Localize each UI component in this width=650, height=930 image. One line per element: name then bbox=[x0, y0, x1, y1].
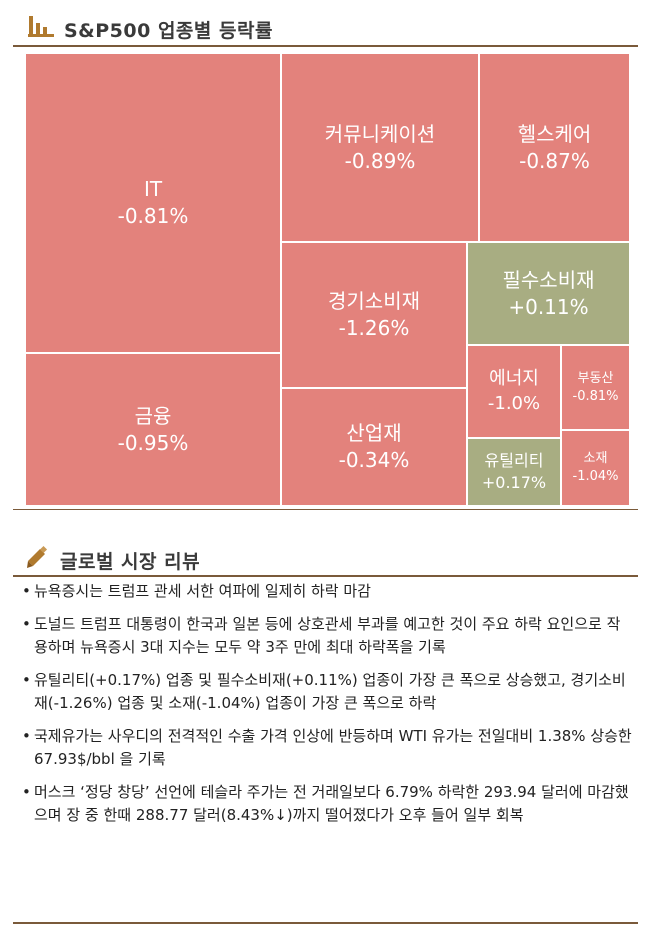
review-bullet-list: 뉴욕증시는 트럼프 관세 서한 여파에 일제히 하락 마감 도널드 트럼프 대통… bbox=[22, 580, 632, 837]
cell-name: 금융 bbox=[134, 403, 172, 428]
treemap-cell-industrials: 산업재 -0.34% bbox=[281, 388, 467, 506]
cell-value: -1.26% bbox=[338, 316, 410, 340]
cell-value: -0.81% bbox=[572, 388, 619, 404]
list-item: 국제유가는 사우디의 전격적인 수출 가격 인상에 반등하며 WTI 유가는 전… bbox=[22, 725, 632, 771]
cell-value: -0.81% bbox=[117, 204, 189, 228]
cell-value: -1.0% bbox=[487, 392, 541, 414]
treemap-cell-healthcare: 헬스케어 -0.87% bbox=[479, 53, 630, 242]
cell-value: -0.34% bbox=[338, 448, 410, 472]
cell-name: 필수소비재 bbox=[502, 267, 595, 292]
section-title-sp500: S&P500 업종별 등락률 bbox=[64, 20, 273, 42]
treemap-cell-materials: 소재 -1.04% bbox=[561, 430, 630, 506]
treemap-cell-it: IT -0.81% bbox=[25, 53, 281, 353]
section-divider bbox=[13, 509, 638, 510]
cell-value: -1.04% bbox=[572, 469, 619, 484]
treemap-cell-communication: 커뮤니케이션 -0.89% bbox=[281, 53, 479, 242]
cell-value: +0.17% bbox=[481, 473, 547, 492]
cell-value: -0.87% bbox=[519, 148, 590, 173]
section-rule-bottom bbox=[13, 922, 638, 924]
section-rule bbox=[13, 575, 638, 577]
sector-treemap: IT -0.81% 금융 -0.95% 커뮤니케이션 -0.89% 헬스케어 -… bbox=[25, 53, 630, 506]
list-item: 머스크 ‘정당 창당’ 선언에 테슬라 주가는 전 거래일보다 6.79% 하락… bbox=[22, 781, 632, 827]
section-title-global-review: 글로벌 시장 리뷰 bbox=[60, 551, 201, 573]
treemap-cell-energy: 에너지 -1.0% bbox=[467, 345, 561, 438]
cell-name: 산업재 bbox=[346, 421, 402, 445]
cell-name: 부동산 bbox=[577, 370, 614, 386]
treemap-cell-consumer-discretionary: 경기소비재 -1.26% bbox=[281, 242, 467, 388]
section-rule bbox=[13, 45, 638, 47]
list-item: 도널드 트럼프 대통령이 한국과 일본 등에 상호관세 부과를 예고한 것이 주… bbox=[22, 613, 632, 659]
cell-name: 소재 bbox=[583, 451, 608, 467]
cell-value: -0.95% bbox=[117, 430, 189, 455]
cell-name: IT bbox=[143, 177, 163, 201]
cell-value: +0.11% bbox=[508, 294, 589, 319]
cell-name: 헬스케어 bbox=[517, 121, 592, 146]
cell-value: -0.89% bbox=[344, 148, 416, 173]
cell-name: 에너지 bbox=[489, 368, 539, 390]
treemap-cell-finance: 금융 -0.95% bbox=[25, 353, 281, 506]
treemap-cell-real-estate: 부동산 -0.81% bbox=[561, 345, 630, 430]
pencil-icon bbox=[27, 545, 48, 568]
list-item: 유틸리티(+0.17%) 업종 및 필수소비재(+0.11%) 업종이 가장 큰… bbox=[22, 669, 632, 715]
treemap-cell-utilities: 유틸리티 +0.17% bbox=[467, 438, 561, 506]
bar-chart-icon bbox=[28, 16, 54, 37]
list-item: 뉴욕증시는 트럼프 관세 서한 여파에 일제히 하락 마감 bbox=[22, 580, 632, 603]
treemap-cell-consumer-staples: 필수소비재 +0.11% bbox=[467, 242, 630, 345]
cell-name: 유틸리티 bbox=[484, 451, 544, 471]
cell-name: 경기소비재 bbox=[328, 289, 420, 313]
cell-name: 커뮤니케이션 bbox=[324, 121, 436, 146]
